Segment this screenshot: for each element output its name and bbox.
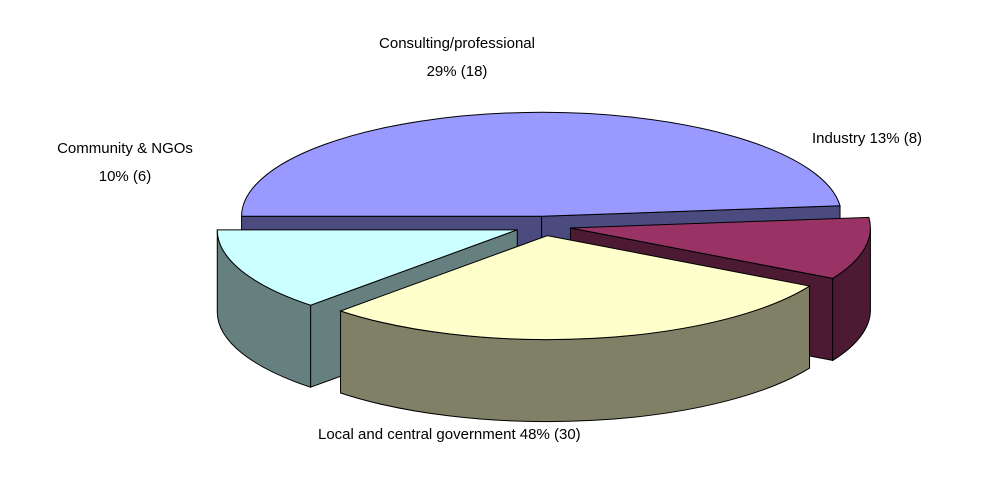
slice-label-consulting: Consulting/professional 29% (18) bbox=[322, 35, 592, 81]
slice-consulting bbox=[339, 235, 811, 423]
slice-label-government: Local and central government 48% (30) bbox=[318, 426, 581, 443]
slice-consulting-top bbox=[339, 235, 811, 341]
slice-label-consulting-name: Consulting/professional bbox=[379, 35, 535, 52]
slice-label-community-name: Community & NGOs bbox=[57, 140, 193, 157]
slice-label-consulting-value: 29% (18) bbox=[426, 63, 488, 80]
slice-label-community: Community & NGOs 10% (6) bbox=[30, 140, 220, 186]
slice-community-top bbox=[570, 216, 871, 279]
slice-label-community-value: 10% (6) bbox=[98, 168, 152, 185]
slice-government-top bbox=[241, 111, 841, 217]
slice-industry-top bbox=[216, 229, 518, 306]
slice-label-industry: Industry 13% (8) bbox=[812, 130, 923, 147]
